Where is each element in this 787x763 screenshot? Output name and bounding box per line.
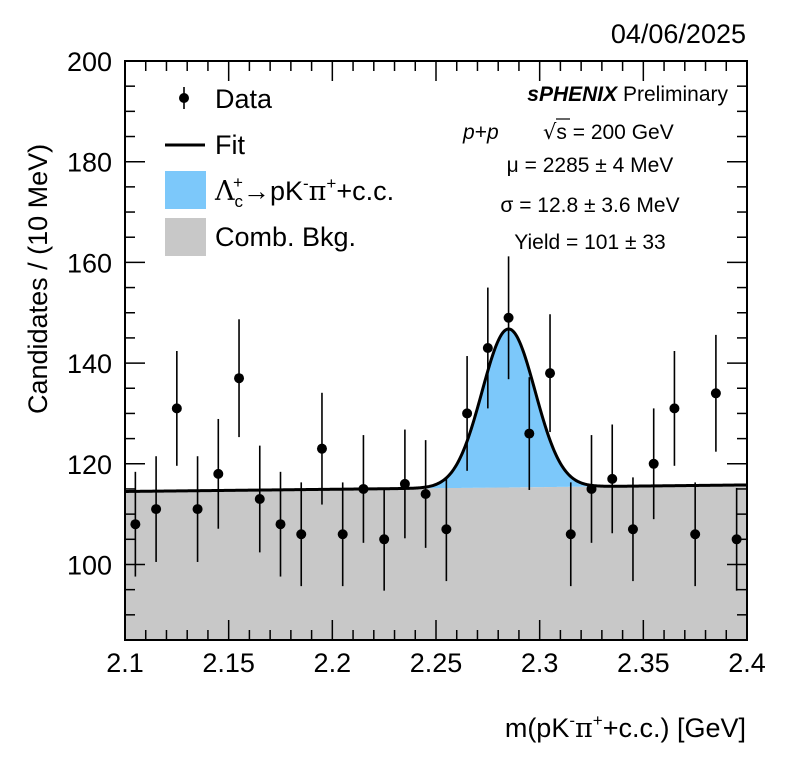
data-point	[316, 392, 327, 505]
data-point	[213, 418, 224, 529]
data-point	[130, 471, 141, 577]
data-marker	[275, 519, 286, 530]
x-tick-label: 2.25	[410, 648, 463, 678]
data-point	[192, 456, 203, 562]
data-marker	[420, 488, 431, 499]
mu-label: μ = 2285 ± 4 MeV	[507, 154, 674, 177]
y-tick-label: 160	[67, 248, 112, 278]
collision-system-label: p+p	[462, 121, 499, 144]
legend-signal-swatch	[165, 171, 206, 209]
data-marker	[441, 524, 452, 535]
data-marker	[296, 529, 307, 540]
data-marker	[524, 428, 535, 439]
y-axis-title: Candidates / (10 MeV)	[23, 144, 53, 414]
x-axis-title: m(pK-π++c.c.) [GeV]	[505, 711, 746, 744]
fit-curve	[124, 327, 748, 493]
data-marker	[669, 403, 680, 414]
data-marker	[192, 504, 203, 515]
data-point	[462, 356, 473, 471]
y-tick-label: 180	[67, 148, 112, 178]
data-point	[648, 408, 659, 520]
data-marker	[731, 534, 742, 545]
data-points	[130, 256, 742, 591]
data-point	[545, 314, 556, 433]
data-point	[669, 351, 680, 466]
energy-label: √s = 200 GeV	[543, 120, 674, 144]
data-marker	[234, 373, 245, 384]
data-marker	[171, 403, 182, 414]
data-point	[171, 351, 182, 466]
data-point	[710, 334, 721, 452]
y-tick-label: 200	[67, 47, 112, 77]
data-point	[420, 440, 431, 548]
data-point	[627, 477, 638, 582]
x-tick-label: 2.1	[106, 648, 144, 678]
data-marker	[627, 524, 638, 535]
data-point	[379, 487, 390, 591]
data-marker	[316, 443, 327, 454]
sigma-label: σ = 12.8 ± 3.6 MeV	[500, 194, 679, 217]
legend-data-marker	[179, 87, 189, 109]
data-point	[296, 482, 307, 587]
data-marker	[151, 504, 162, 515]
y-tick-label: 140	[67, 349, 112, 379]
data-marker	[648, 458, 659, 469]
axis-ticks	[124, 60, 748, 641]
data-marker	[503, 312, 514, 323]
date-stamp: 04/06/2025	[611, 19, 746, 49]
data-point	[524, 377, 535, 490]
data-point	[565, 482, 576, 587]
data-point	[607, 424, 618, 534]
data-marker	[482, 342, 493, 353]
data-point	[254, 445, 265, 553]
x-tick-label: 2.2	[314, 648, 352, 678]
data-marker	[545, 368, 556, 379]
legend-bkg-swatch	[165, 218, 206, 256]
x-tick-label: 2.15	[202, 648, 255, 678]
data-marker	[254, 494, 265, 505]
y-tick-label: 100	[67, 550, 112, 580]
data-marker	[337, 529, 348, 540]
data-marker	[130, 519, 141, 530]
data-marker	[213, 468, 224, 479]
info-box: sPHENIX Preliminary p+p √s = 200 GeV μ =…	[462, 83, 728, 254]
data-point	[731, 487, 742, 591]
y-tick-label: 120	[67, 450, 112, 480]
x-tick-labels: 2.1 2.15 2.2 2.25 2.3 2.35 2.4	[106, 648, 766, 678]
legend-bkg-label: Comb. Bkg.	[215, 222, 356, 252]
data-point	[337, 482, 348, 587]
experiment-label: sPHENIX Preliminary	[527, 83, 728, 106]
data-point	[234, 319, 245, 438]
data-marker	[607, 473, 618, 484]
data-point	[441, 477, 452, 582]
data-marker	[565, 529, 576, 540]
data-point	[482, 287, 493, 409]
data-point	[690, 482, 701, 587]
legend-data-label: Data	[215, 84, 273, 114]
data-point	[151, 456, 162, 562]
legend-fit-label: Fit	[215, 130, 245, 160]
data-marker	[462, 408, 473, 419]
yield-label: Yield = 101 ± 33	[514, 231, 665, 254]
data-marker	[379, 534, 390, 545]
legend: Data Fit Λc+→pK-π++c.c. Comb. Bkg.	[165, 84, 394, 256]
x-tick-label: 2.3	[521, 648, 559, 678]
x-tick-label: 2.35	[617, 648, 670, 678]
data-point	[399, 429, 410, 539]
x-tick-label: 2.4	[728, 648, 766, 678]
legend-signal-label: Λc+→pK-π++c.c.	[214, 173, 394, 211]
data-point	[503, 256, 514, 380]
y-tick-labels: 100 120 140 160 180 200	[67, 47, 112, 580]
data-marker	[710, 388, 721, 399]
data-marker	[690, 529, 701, 540]
data-marker	[399, 478, 410, 489]
